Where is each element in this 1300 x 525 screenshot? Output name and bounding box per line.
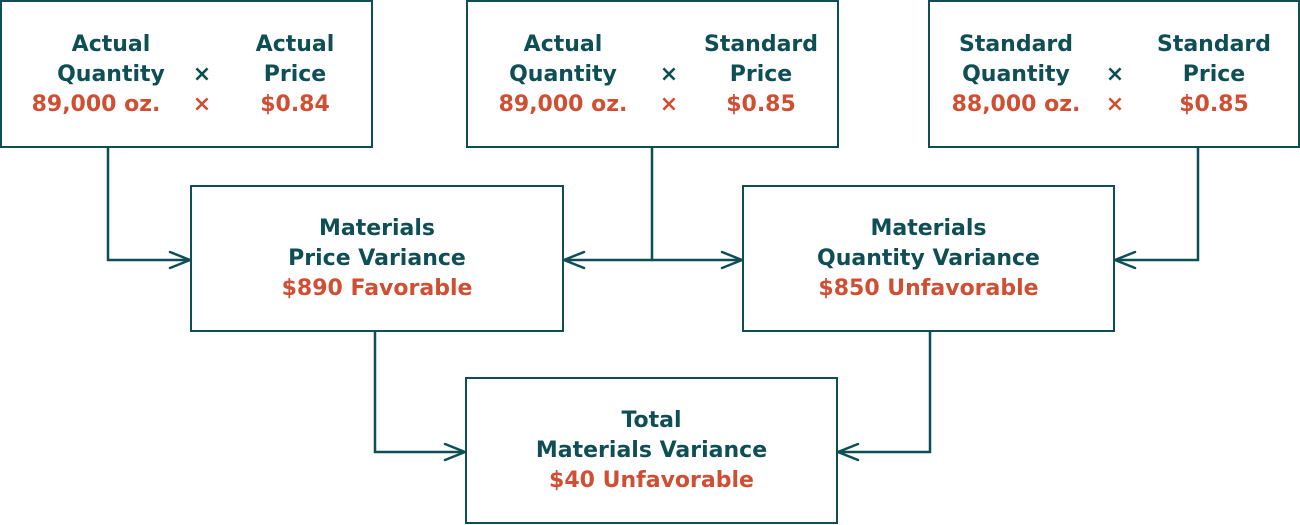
total-materials-variance-box: Total Materials Variance $40 Unfavorable (465, 377, 838, 524)
left-label-line-1: Actual (71, 32, 151, 57)
left-value: 89,000 oz. (498, 92, 628, 117)
variance-value: $850 Unfavorable (818, 276, 1039, 301)
connector-price-to-total (373, 332, 467, 462)
variance-title-line-1: Materials (870, 216, 987, 241)
right-value: $0.85 (726, 92, 796, 117)
multiply-sign: × (659, 92, 679, 117)
materials-price-variance-box: Materials Price Variance $890 Favorable (190, 185, 564, 332)
connector-box3-to-quantity-variance (1113, 148, 1200, 270)
variance-title-line-2: Quantity Variance (817, 246, 1040, 271)
left-label-line-2: Quantity (509, 62, 617, 87)
variance-title-line-1: Materials (318, 216, 436, 241)
materials-quantity-variance-box: Materials Quantity Variance $850 Unfavor… (742, 185, 1115, 332)
connector-quantity-to-total (836, 332, 932, 462)
variance-title-line-2: Materials Variance (535, 438, 768, 463)
multiply-sign: × (192, 62, 212, 87)
right-value: $0.85 (1179, 92, 1249, 117)
left-value: 88,000 oz. (951, 92, 1081, 117)
left-value: 89,000 oz. (31, 92, 161, 117)
standard-quantity-standard-price-box: Standard Quantity 88,000 oz. × × Standar… (928, 0, 1300, 148)
variance-title-line-2: Price Variance (288, 246, 466, 271)
variance-value: $890 Favorable (281, 276, 473, 301)
connector-box1-to-price-variance (106, 148, 192, 270)
multiply-sign: × (659, 62, 679, 87)
left-label-line-2: Quantity (57, 62, 165, 87)
right-label-line-1: Standard (703, 32, 819, 57)
actual-quantity-standard-price-box: Actual Quantity 89,000 oz. × × Standard … (466, 0, 839, 148)
variance-value: $40 Unfavorable (549, 468, 754, 493)
left-label-line-2: Quantity (962, 62, 1070, 87)
multiply-sign: × (192, 92, 212, 117)
left-label-line-1: Standard (958, 32, 1074, 57)
connector-box2-to-price-variance (562, 148, 654, 270)
right-label-line-2: Price (263, 62, 327, 87)
multiply-sign: × (1105, 62, 1125, 87)
left-label-line-1: Actual (523, 32, 603, 57)
right-label-line-2: Price (1182, 62, 1246, 87)
right-value: $0.84 (260, 92, 330, 117)
right-label-line-1: Standard (1156, 32, 1272, 57)
right-label-line-2: Price (729, 62, 793, 87)
right-label-line-1: Actual (255, 32, 335, 57)
variance-title-line-1: Total (621, 408, 682, 433)
actual-quantity-actual-price-box: Actual Quantity 89,000 oz. × × Actual Pr… (0, 0, 373, 148)
multiply-sign: × (1105, 92, 1125, 117)
